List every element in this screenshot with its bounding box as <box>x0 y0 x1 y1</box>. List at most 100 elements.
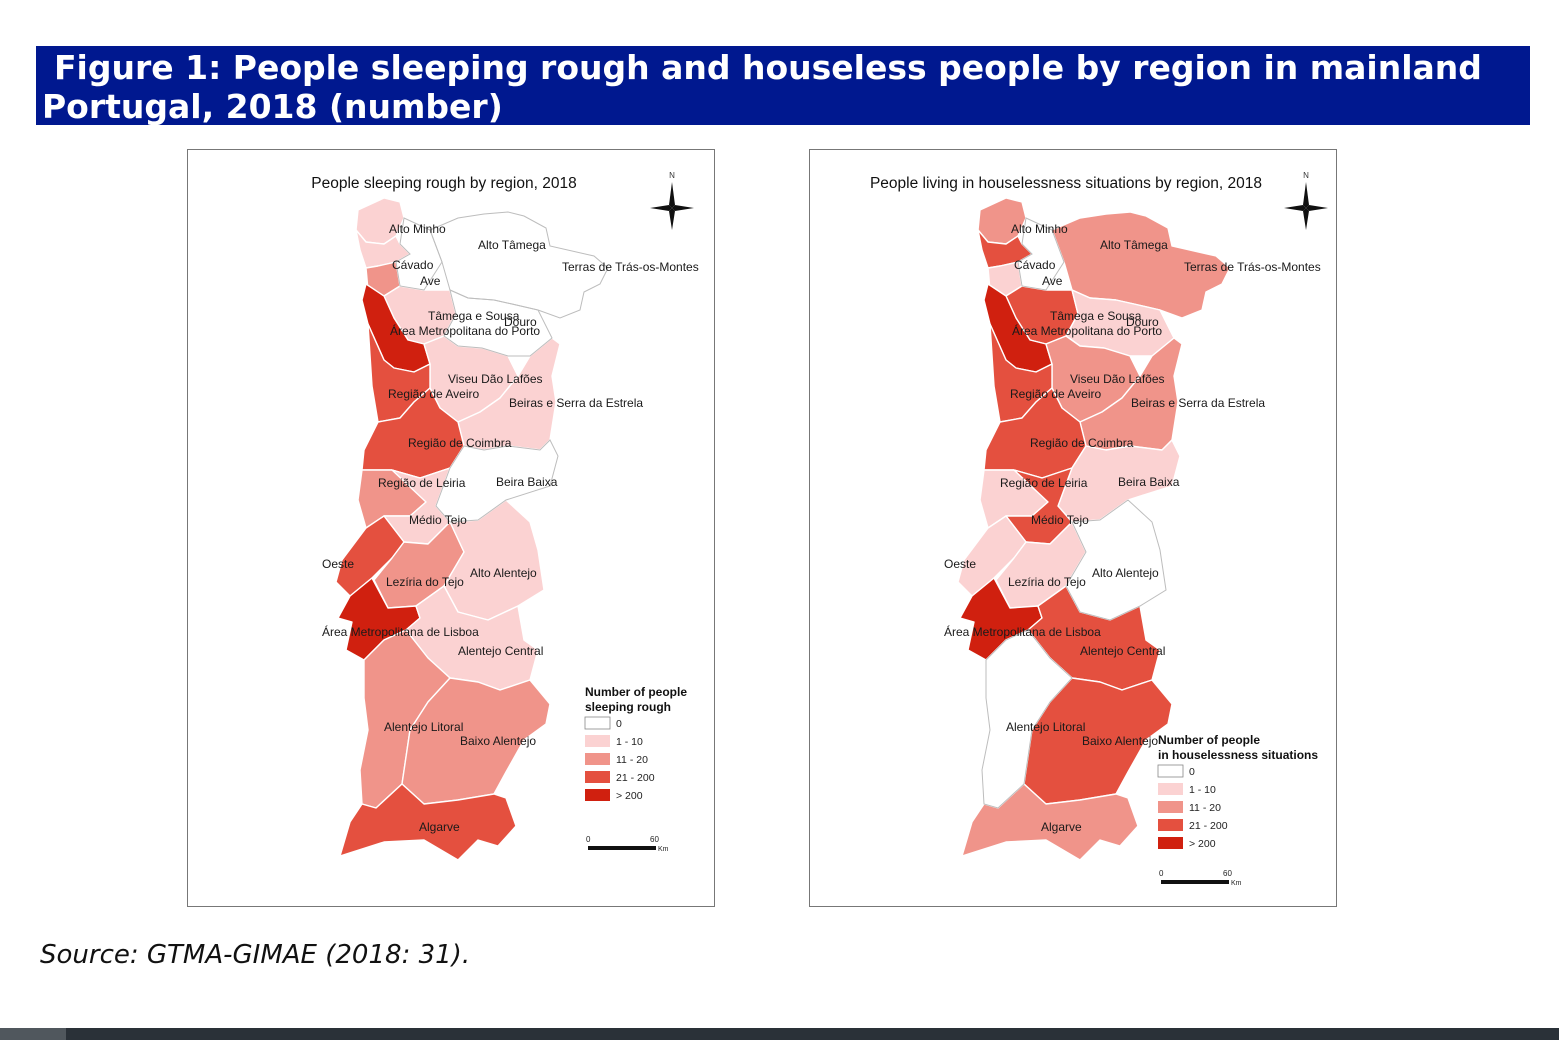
legend-title-line2: sleeping rough <box>585 700 671 714</box>
region-label-alentejo-litoral: Alentejo Litoral <box>1006 720 1085 734</box>
region-label-alto-alentejo: Alto Alentejo <box>470 566 537 580</box>
region-label-tamega-e-sousa: Tâmega e Sousa <box>1050 309 1142 323</box>
legend-swatch <box>585 735 610 747</box>
map-title: People living in houselessness situation… <box>870 175 1262 192</box>
region-label-regiao-de-aveiro: Região de Aveiro <box>388 387 480 401</box>
region-algarve <box>339 783 517 861</box>
legend-title-line1: Number of people <box>1158 733 1260 747</box>
region-label-ave: Ave <box>420 274 441 288</box>
scale-unit-label: Km <box>1231 880 1242 887</box>
region-labels: Alto Minho Alto Tâmega Cávado Ave Terras de … <box>322 222 699 834</box>
region-label-regiao-de-leiria: Região de Leiria <box>1000 476 1088 490</box>
region-baixo-alentejo <box>401 677 551 805</box>
legend-title-line1: Number of people <box>585 685 687 699</box>
region-label-baixo-alentejo: Baixo Alentejo <box>1082 734 1158 748</box>
region-outline-alto-tamega <box>1017 217 1065 291</box>
north-label: N <box>1303 171 1309 180</box>
legend-swatch <box>1158 783 1183 795</box>
region-label-oeste: Oeste <box>322 557 354 571</box>
region-label-alentejo-litoral: Alentejo Litoral <box>384 720 463 734</box>
region-label-algarve: Algarve <box>1041 820 1082 834</box>
region-label-alto-tamega: Alto Tâmega <box>1100 238 1168 252</box>
legend-swatch <box>1158 801 1183 813</box>
region-label-tamega-e-sousa: Tâmega e Sousa <box>428 309 520 323</box>
region-labels: Alto Minho Alto Tâmega Cávado Ave Terras de … <box>944 222 1321 834</box>
legend-label: > 200 <box>616 790 643 802</box>
legend-swatch <box>585 753 610 765</box>
region-label-regiao-de-leiria: Região de Leiria <box>378 476 466 490</box>
region-label-cavado: Cávado <box>1014 258 1056 272</box>
legend-label: 1 - 10 <box>1189 784 1216 796</box>
region-label-douro: Douro <box>1126 315 1159 329</box>
region-label-area-metropolitana-do-porto: Área Metropolitana do Porto <box>390 323 540 338</box>
region-label-viseu-dao-lafoes: Viseu Dão Lafões <box>1070 372 1165 386</box>
region-label-algarve: Algarve <box>419 820 460 834</box>
legend-label: 1 - 10 <box>616 736 643 748</box>
figure-title-line2: Portugal, 2018 (number) <box>42 87 503 126</box>
bottom-bar <box>0 1028 1559 1040</box>
legend-swatch <box>1157 764 1184 778</box>
region-label-alentejo-central: Alentejo Central <box>458 644 543 658</box>
region-label-alto-minho: Alto Minho <box>389 222 446 236</box>
legend-title-line2: in houselessness situations <box>1158 748 1318 762</box>
region-label-ave: Ave <box>1042 274 1063 288</box>
scale-bar: 0 60 Km <box>586 835 669 853</box>
legend-swatch <box>584 716 611 730</box>
region-label-terras-de-tras-os-montes: Terras de Trás-os-Montes <box>562 260 699 274</box>
scale-unit-label: Km <box>658 846 669 853</box>
region-label-alto-tamega: Alto Tâmega <box>478 238 546 252</box>
legend-label: 0 <box>616 718 622 730</box>
region-label-regiao-de-coimbra: Região de Coimbra <box>1030 436 1134 450</box>
region-outline-alto-alentejo <box>1065 499 1167 621</box>
map-title: People sleeping rough by region, 2018 <box>311 175 576 192</box>
region-label-baixo-alentejo: Baixo Alentejo <box>460 734 536 748</box>
map-regions <box>335 197 609 861</box>
region-label-cavado: Cávado <box>392 258 434 272</box>
region-label-leziria-do-tejo: Lezíria do Tejo <box>1008 575 1086 589</box>
region-label-terras-de-tras-os-montes: Terras de Trás-os-Montes <box>1184 260 1321 274</box>
scale-start-label: 0 <box>1159 869 1164 878</box>
north-label: N <box>669 171 675 180</box>
north-arrow-icon: N <box>1284 171 1328 230</box>
region-outline-alentejo-litoral <box>981 629 1073 809</box>
region-label-area-metropolitana-de-lisboa: Área Metropolitana de Lisboa <box>322 624 479 639</box>
scale-bar: 0 60 Km <box>1159 869 1242 887</box>
region-label-alto-alentejo: Alto Alentejo <box>1092 566 1159 580</box>
legend-swatch <box>585 771 610 783</box>
scale-start-label: 0 <box>586 835 591 844</box>
figure-source: Source: GTMA-GIMAE (2018: 31). <box>40 940 471 970</box>
legend-label: 11 - 20 <box>616 754 648 766</box>
region-algarve <box>961 783 1139 861</box>
region-label-beira-baixa: Beira Baixa <box>1118 475 1180 489</box>
legend-swatch <box>1158 837 1183 849</box>
legend-label: 21 - 200 <box>1189 820 1228 832</box>
map-houseless-svg: People living in houselessness situation… <box>870 171 1328 887</box>
region-label-viseu-dao-lafoes: Viseu Dão Lafões <box>448 372 543 386</box>
region-label-douro: Douro <box>504 315 537 329</box>
legend-label: 21 - 200 <box>616 772 655 784</box>
region-label-regiao-de-aveiro: Região de Aveiro <box>1010 387 1102 401</box>
region-outline-douro <box>443 289 553 357</box>
bottom-bar-tab <box>0 1028 66 1040</box>
region-label-area-metropolitana-do-porto: Área Metropolitana do Porto <box>1012 323 1162 338</box>
region-label-regiao-de-coimbra: Região de Coimbra <box>408 436 512 450</box>
region-label-beira-baixa: Beira Baixa <box>496 475 558 489</box>
legend-label: 0 <box>1189 766 1195 778</box>
legend-label: > 200 <box>1189 838 1216 850</box>
map-panel-rough: People sleeping rough by region, 2018 N Al… <box>187 149 715 907</box>
region-label-area-metropolitana-de-lisboa: Área Metropolitana de Lisboa <box>944 624 1101 639</box>
region-label-beiras-e-serra-da-estrela: Beiras e Serra da Estrela <box>509 396 643 410</box>
region-outline-beira-baixa <box>435 439 559 523</box>
scale-end-label: 60 <box>1223 869 1232 878</box>
figure-title-banner: Figure 1: People sleeping rough and hous… <box>36 46 1530 126</box>
map-panel-houseless: People living in houselessness situation… <box>809 149 1337 907</box>
scale-end-label: 60 <box>650 835 659 844</box>
region-label-alto-minho: Alto Minho <box>1011 222 1068 236</box>
legend-swatch <box>585 789 610 801</box>
region-label-beiras-e-serra-da-estrela: Beiras e Serra da Estrela <box>1131 396 1265 410</box>
region-label-medio-tejo: Médio Tejo <box>409 513 467 527</box>
region-label-oeste: Oeste <box>944 557 976 571</box>
figure-title-line1: Figure 1: People sleeping rough and hous… <box>54 48 1482 87</box>
